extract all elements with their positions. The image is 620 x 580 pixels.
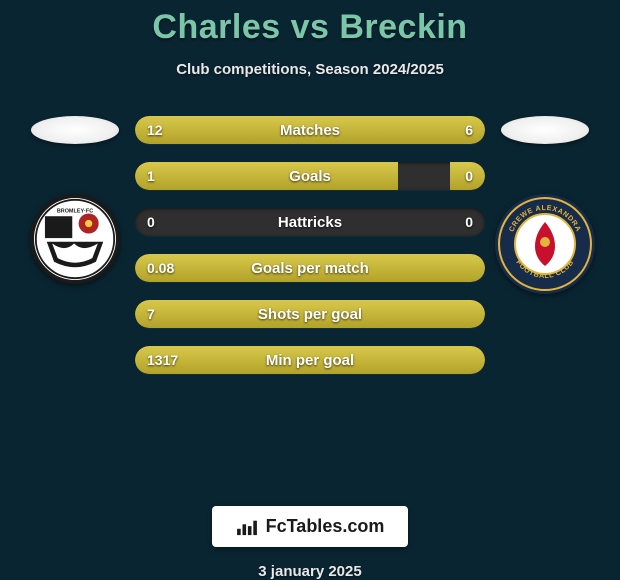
stat-value-left: 12 bbox=[147, 116, 163, 144]
left-club-logo: BROMLEY·FC bbox=[30, 194, 120, 284]
left-player-avatar bbox=[31, 116, 119, 144]
right-player-avatar bbox=[501, 116, 589, 144]
stat-value-left: 1317 bbox=[147, 346, 178, 374]
stat-value-left: 0 bbox=[147, 208, 155, 236]
stat-bar: Hattricks0 0 bbox=[135, 208, 485, 236]
stat-label: Goals per match bbox=[135, 254, 485, 282]
svg-text:BROMLEY·FC: BROMLEY·FC bbox=[57, 209, 93, 215]
right-player-col: CREWE ALEXANDRA FOOTBALL CLUB bbox=[485, 116, 605, 294]
stat-label: Min per goal bbox=[135, 346, 485, 374]
page-title: Charles vs Breckin bbox=[152, 8, 467, 47]
stat-label: Goals bbox=[135, 162, 485, 190]
stat-bar: Shots per goal7 bbox=[135, 300, 485, 328]
stat-bar: Goals1 0 bbox=[135, 162, 485, 190]
date-text: 3 january 2025 bbox=[258, 563, 361, 580]
bromley-logo-icon: BROMLEY·FC bbox=[34, 198, 116, 280]
stats-bars: Matches126Goals10Hattricks00Goals per ma… bbox=[135, 116, 485, 374]
stat-value-right: 0 bbox=[465, 162, 473, 190]
brand-bars-icon bbox=[236, 518, 258, 536]
stat-label: Hattricks bbox=[135, 208, 485, 236]
left-player-col: BROMLEY·FC bbox=[15, 116, 135, 284]
right-club-logo: CREWE ALEXANDRA FOOTBALL CLUB bbox=[495, 194, 595, 294]
stat-label: Shots per goal bbox=[135, 300, 485, 328]
stat-label: Matches bbox=[135, 116, 485, 144]
crewe-logo-icon: CREWE ALEXANDRA FOOTBALL CLUB bbox=[495, 194, 595, 294]
stat-value-left: 0.08 bbox=[147, 254, 174, 282]
stat-bar: Goals per match0.08 bbox=[135, 254, 485, 282]
stat-bar: Matches12 6 bbox=[135, 116, 485, 144]
stat-value-left: 7 bbox=[147, 300, 155, 328]
stat-value-left: 1 bbox=[147, 162, 155, 190]
stat-value-right: 6 bbox=[465, 116, 473, 144]
stat-bar: Min per goal1317 bbox=[135, 346, 485, 374]
brand-text: FcTables.com bbox=[266, 516, 385, 537]
subtitle: Club competitions, Season 2024/2025 bbox=[176, 61, 444, 78]
stat-value-right: 0 bbox=[465, 208, 473, 236]
comparison-area: BROMLEY·FC Matches126Goals10Hattricks00G… bbox=[0, 116, 620, 486]
brand-badge[interactable]: FcTables.com bbox=[212, 506, 409, 547]
